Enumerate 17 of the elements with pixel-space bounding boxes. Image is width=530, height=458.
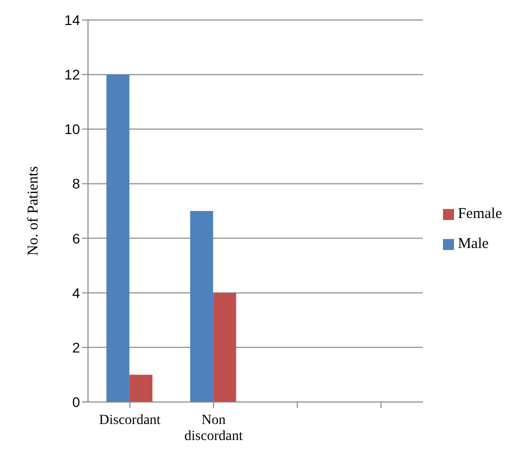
y-tick-label: 0 <box>72 394 80 410</box>
bar <box>129 374 152 402</box>
y-tick-label: 14 <box>64 12 80 28</box>
legend-label: Male <box>458 236 489 252</box>
legend-label: Female <box>458 206 502 222</box>
y-tick-label: 8 <box>72 176 80 192</box>
y-tick-label: 2 <box>72 339 80 356</box>
x-tick-label: Discordant <box>99 413 161 428</box>
bar <box>213 292 236 402</box>
y-axis-title: No. of Patients <box>25 166 42 256</box>
y-tick-label: 6 <box>72 230 80 246</box>
y-tick-label: 10 <box>64 121 80 138</box>
bar <box>190 211 214 402</box>
bar <box>106 74 130 402</box>
y-tick-label: 12 <box>64 66 80 83</box>
y-tick-label: 4 <box>72 284 80 301</box>
x-tick-label: Non discordant <box>184 413 243 444</box>
